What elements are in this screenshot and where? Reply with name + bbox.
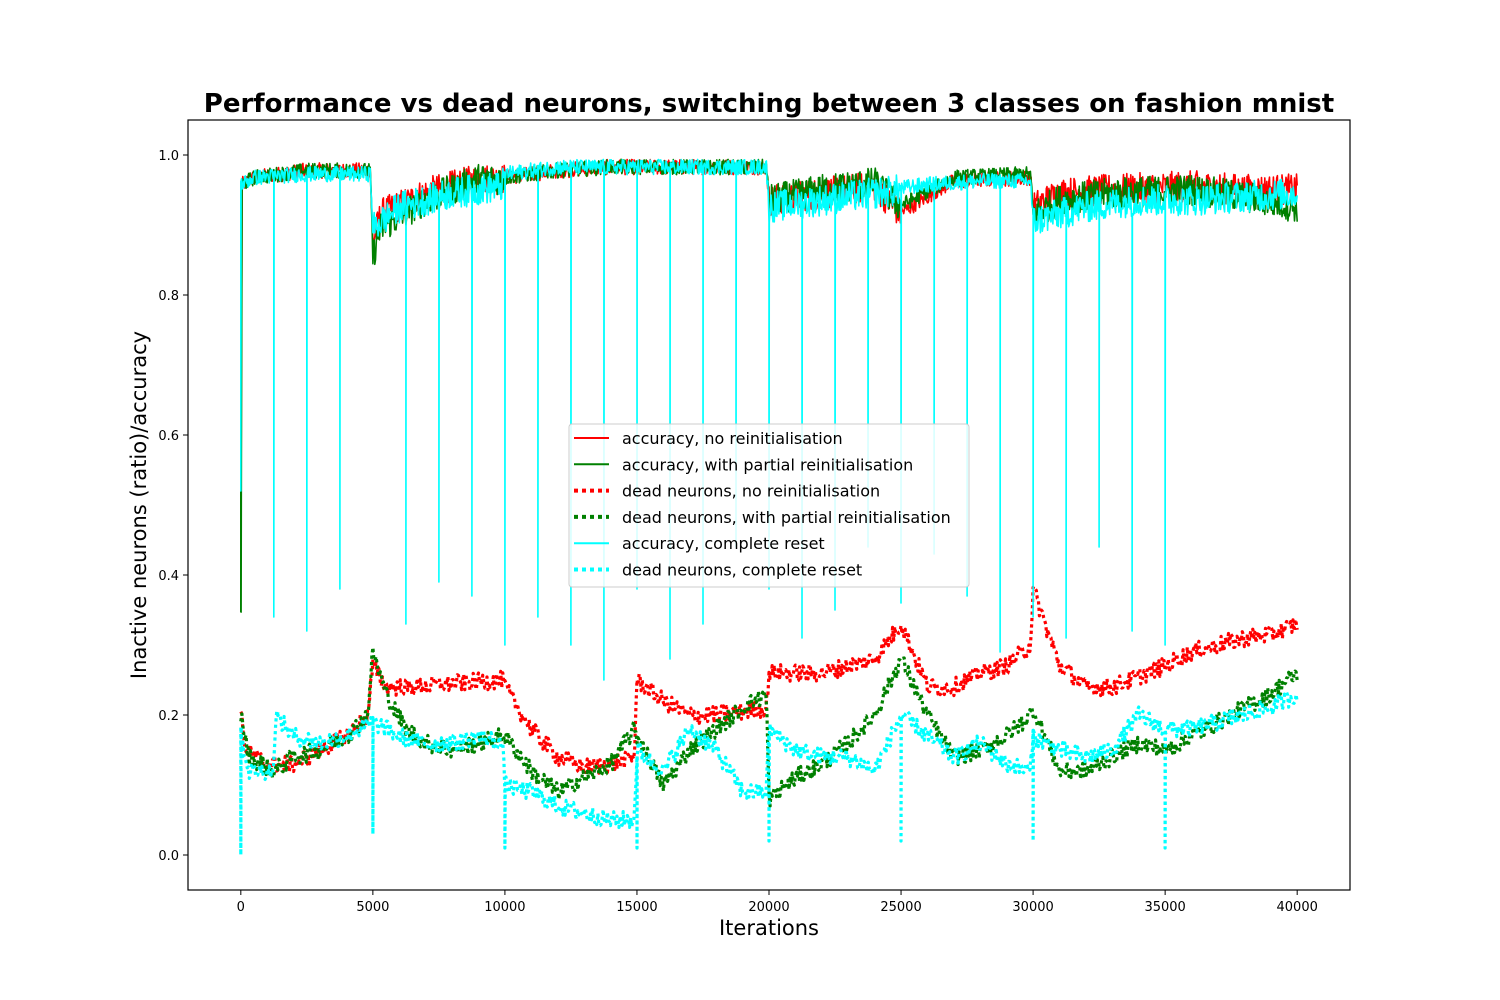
x-tick-label: 35000 [1144, 900, 1185, 915]
x-axis: 0 5000 10000 15000 20000 25000 30000 35000 40000 [237, 890, 1318, 915]
y-tick-label: 0.4 [158, 569, 179, 584]
x-tick-label: 5000 [356, 900, 389, 915]
legend-label: accuracy, complete reset [622, 534, 825, 553]
y-tick-label: 1.0 [158, 149, 179, 164]
y-axis: 0.0 0.2 0.4 0.6 0.8 1.0 [158, 149, 188, 864]
x-tick-label: 40000 [1277, 900, 1318, 915]
x-tick-label: 20000 [748, 900, 789, 915]
x-tick-label: 15000 [616, 900, 657, 915]
y-tick-label: 0.8 [158, 289, 179, 304]
x-tick-label: 30000 [1012, 900, 1053, 915]
series-line-4 [240, 158, 1298, 681]
chart-title: Performance vs dead neurons, switching b… [204, 89, 1334, 119]
legend-label: dead neurons, complete reset [622, 561, 862, 580]
x-tick-label: 0 [237, 900, 245, 915]
legend-label: accuracy, with partial reinitialisation [622, 455, 913, 474]
legend-label: accuracy, no reinitialisation [622, 429, 843, 448]
legend-box [568, 423, 970, 588]
y-tick-label: 0.2 [158, 709, 179, 724]
y-axis-label: Inactive neurons (ratio)/accuracy [127, 331, 151, 679]
y-tick-label: 0.6 [158, 429, 179, 444]
x-tick-label: 25000 [880, 900, 921, 915]
legend: accuracy, no reinitialisation accuracy, w… [568, 423, 970, 588]
plot-area [239, 158, 1299, 857]
y-tick-label: 0.0 [158, 849, 179, 864]
legend-label: dead neurons, no reinitialisation [622, 482, 880, 501]
series-line-2 [239, 584, 1299, 776]
series-line-5 [239, 690, 1299, 857]
x-axis-label: Iterations [719, 916, 819, 940]
x-tick-label: 10000 [484, 900, 525, 915]
legend-label: dead neurons, with partial reinitialisat… [622, 508, 951, 527]
